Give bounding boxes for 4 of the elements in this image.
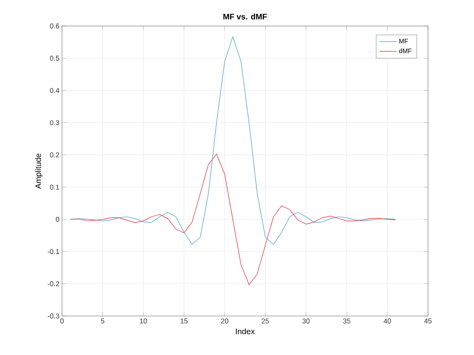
y-axis-title: Amplitude [35,154,43,189]
chart-title: MF vs. dMF [223,14,267,20]
line-series [70,154,396,286]
x-axis-title: Index [236,328,255,334]
